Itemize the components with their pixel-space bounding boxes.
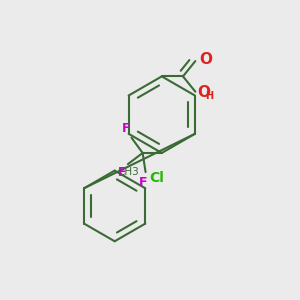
Text: O: O <box>198 85 211 100</box>
Text: F: F <box>138 176 147 189</box>
Text: H: H <box>205 91 213 101</box>
Text: F: F <box>118 167 126 179</box>
Text: CH3: CH3 <box>118 167 140 177</box>
Text: F: F <box>122 122 130 135</box>
Text: O: O <box>199 52 212 67</box>
Text: Cl: Cl <box>149 171 164 185</box>
